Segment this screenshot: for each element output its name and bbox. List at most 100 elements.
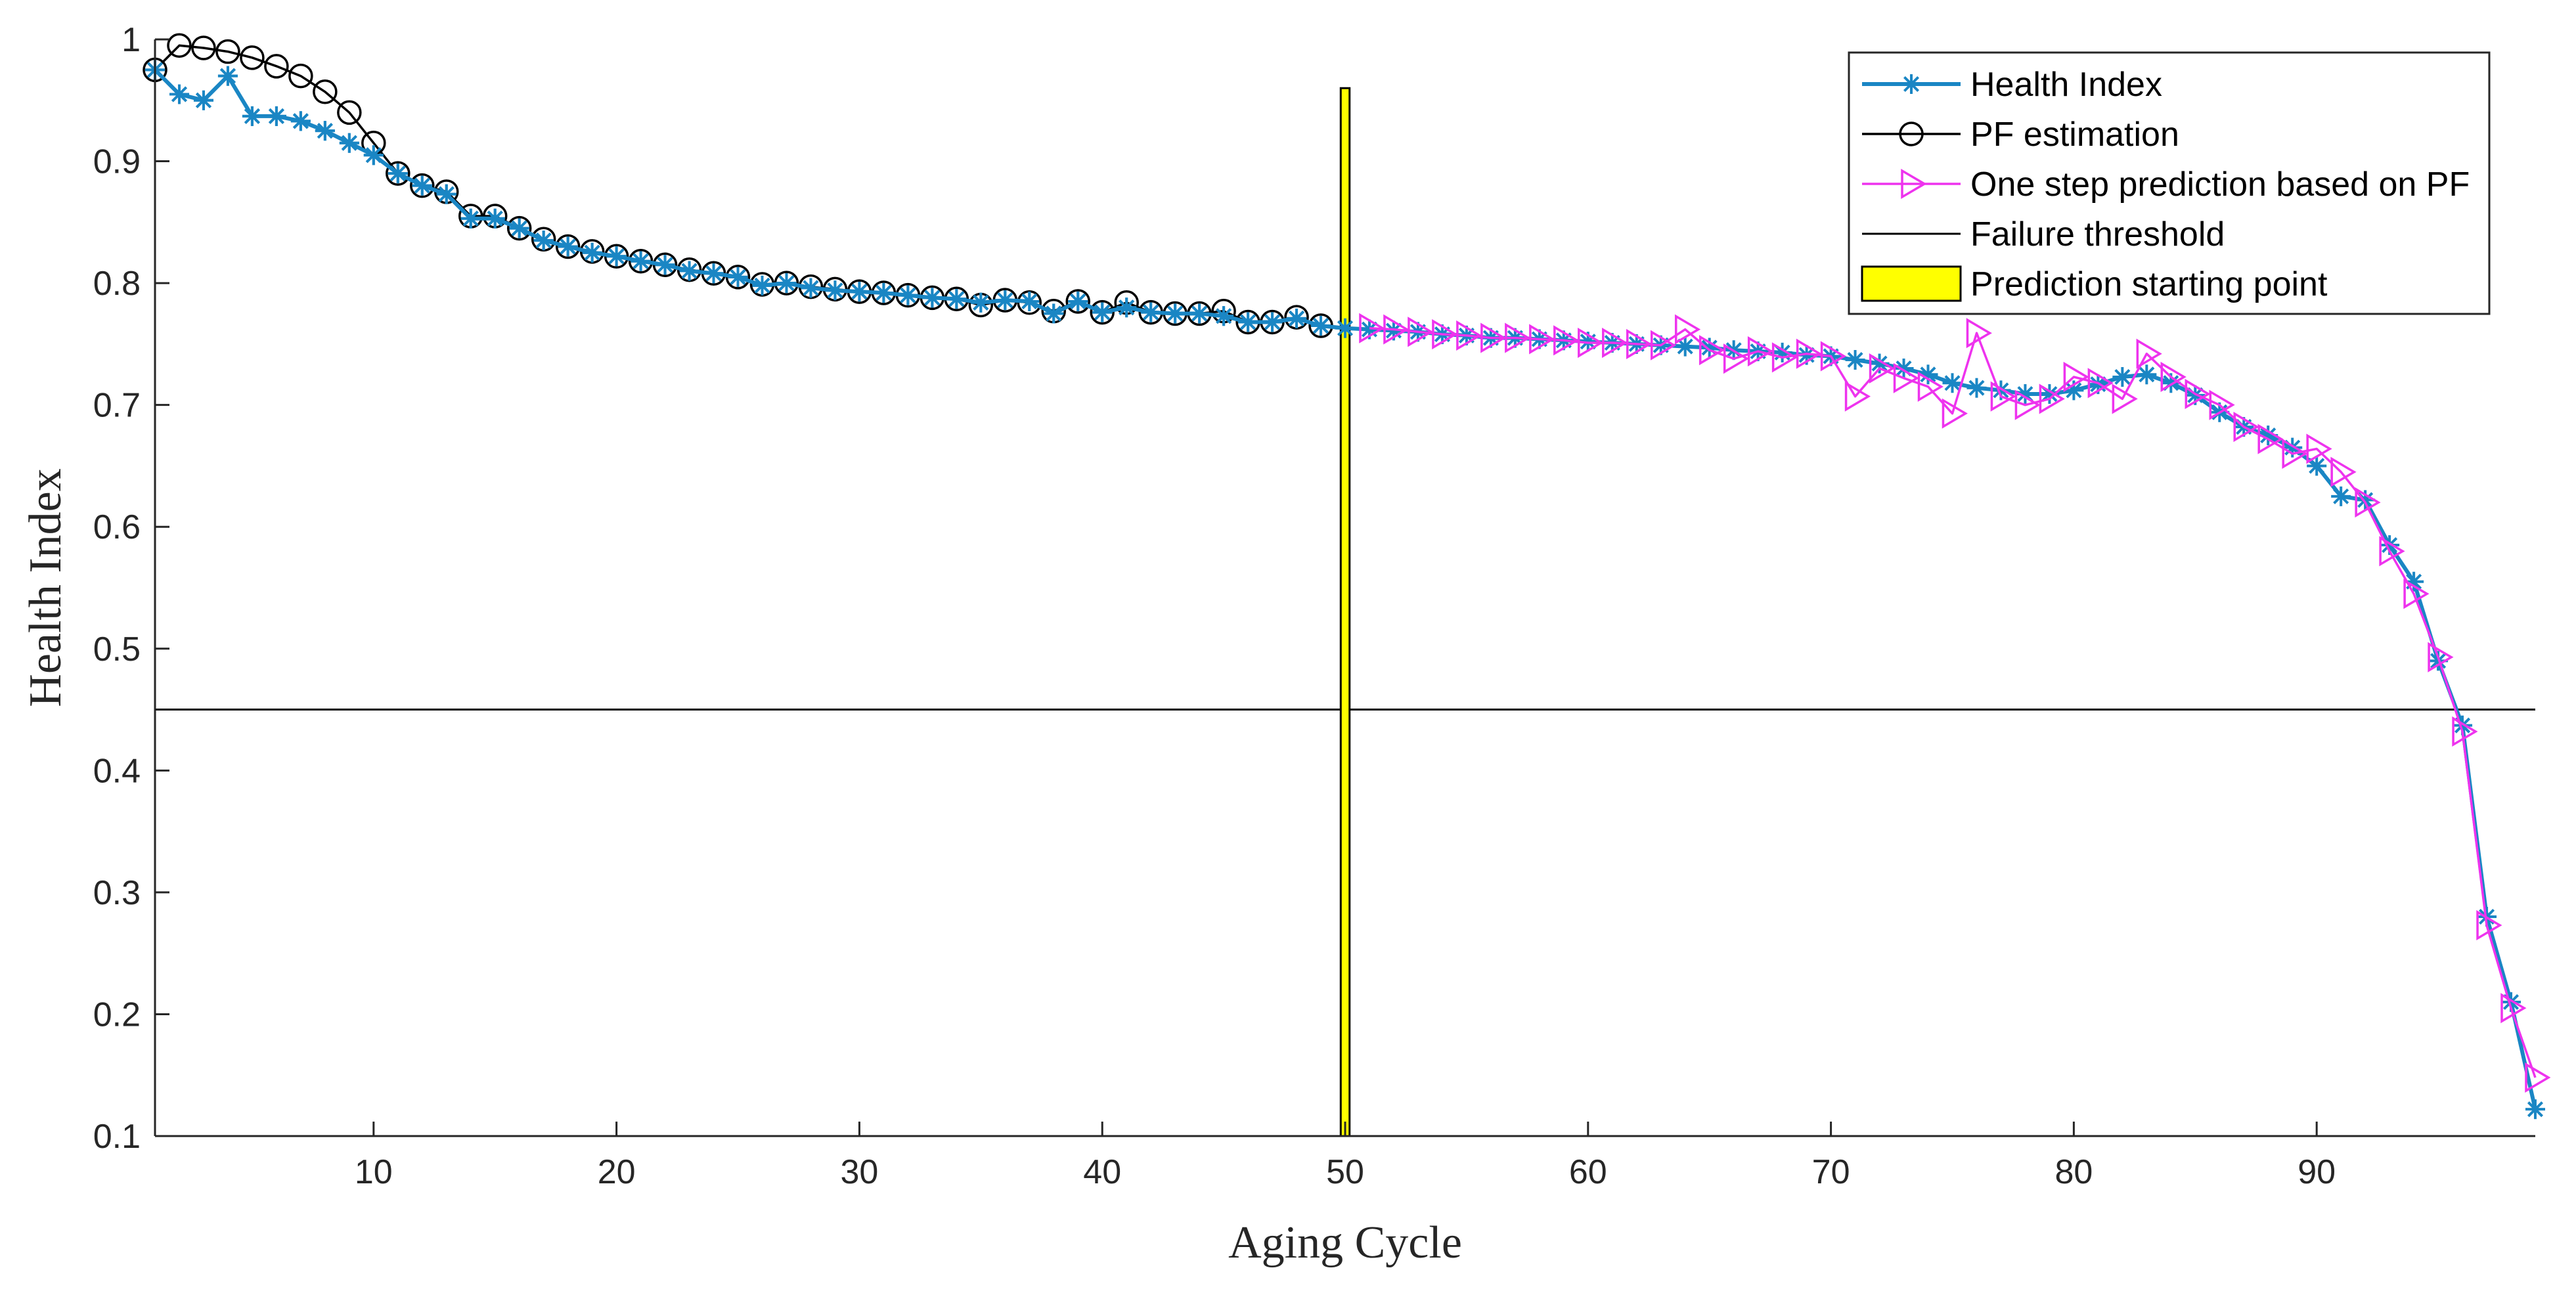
tick-layer: 10 20 30 40 50 60 70 80 90 0.1 0.2 0.3 0.4 0.5 0.6 0.7 0… <box>93 21 2336 1191</box>
x-tick-label: 40 <box>1083 1153 1121 1191</box>
one-step-prediction-point <box>2428 642 2454 672</box>
y-tick-label: 0.3 <box>93 874 141 912</box>
series-layer <box>143 33 2551 1120</box>
pf-estimation-point <box>264 54 289 79</box>
one-step-prediction-point <box>2452 716 2478 747</box>
health-index-point <box>1675 336 1695 357</box>
health-index-point <box>2331 486 2351 506</box>
one-step-prediction-point <box>2500 993 2527 1024</box>
x-tick-label: 30 <box>840 1153 878 1191</box>
health-index-point <box>946 289 967 309</box>
pf-estimation-series <box>143 33 1333 338</box>
health-index-point <box>339 133 359 153</box>
one-step-prediction-point <box>2476 909 2502 941</box>
one-step-prediction-point <box>1869 353 1896 384</box>
health-index-point <box>776 273 797 294</box>
health-index-point <box>1117 297 1137 318</box>
one-step-prediction-point <box>2014 389 2041 420</box>
pf-estimation-point <box>215 39 240 64</box>
one-step-prediction-point <box>1820 341 1847 372</box>
x-tick-label: 70 <box>1812 1153 1850 1191</box>
health-index-point <box>1238 312 1258 332</box>
health-index-point <box>679 261 700 281</box>
y-tick-label: 0.5 <box>93 630 141 668</box>
health-index-point <box>1942 373 1963 393</box>
health-index-point <box>1214 306 1234 326</box>
health-index-point <box>388 164 408 184</box>
one-step-prediction-point <box>2136 338 2162 369</box>
pf-estimation-point <box>313 79 338 104</box>
x-tick-label: 10 <box>355 1153 393 1191</box>
y-tick-label: 0.8 <box>93 265 141 303</box>
y-tick-label: 0.2 <box>93 996 141 1034</box>
one-step-prediction-point <box>1432 318 1458 350</box>
health-index-point <box>655 255 675 275</box>
health-index-point <box>2137 364 2157 385</box>
y-tick-label: 1 <box>122 21 141 59</box>
pf-estimation-point <box>410 173 435 198</box>
one-step-prediction-point <box>2282 438 2308 469</box>
one-step-prediction-point <box>1844 381 1871 412</box>
one-step-prediction-point <box>2379 536 2405 567</box>
x-tick-label: 20 <box>598 1153 636 1191</box>
pf-estimation-point <box>506 215 532 241</box>
health-index-point <box>558 236 578 257</box>
health-index-point <box>436 184 456 204</box>
one-step-prediction-point <box>1674 314 1701 345</box>
health-index-point <box>728 267 748 287</box>
one-step-prediction-point <box>1893 362 1919 393</box>
legend-label: PF estimation <box>1970 116 2179 154</box>
legend: Health Index PF estimation One step predic… <box>1848 51 2491 315</box>
legend-marker <box>1901 168 1927 200</box>
health-index-point <box>825 280 845 301</box>
prediction-start-bar <box>1339 87 1351 1137</box>
health-index-point <box>606 246 627 267</box>
legend-items: Health Index PF estimation One step predic… <box>1861 66 2470 303</box>
health-index-point <box>752 275 772 296</box>
pf-estimation-point <box>288 63 313 89</box>
pf-estimation-point <box>191 35 216 60</box>
health-index-point <box>533 230 554 251</box>
health-index-point <box>1044 303 1064 324</box>
one-step-prediction-point <box>2403 579 2430 609</box>
one-step-prediction-point <box>1529 324 1555 355</box>
health-index-point <box>460 208 481 229</box>
one-step-prediction-line <box>1369 327 2537 1078</box>
health-index-point <box>1019 291 1040 311</box>
legend-label: Failure threshold <box>1970 215 2225 253</box>
health-index-point <box>995 290 1015 311</box>
health-index-point <box>801 278 821 298</box>
health-index-point <box>874 282 894 303</box>
one-step-prediction-point <box>1966 318 1992 349</box>
health-index-point <box>582 242 602 263</box>
health-index-point <box>1165 303 1186 324</box>
x-tick-label: 60 <box>1569 1153 1607 1191</box>
health-index-point <box>2525 1099 2545 1120</box>
health-index-point <box>1311 316 1331 336</box>
one-step-prediction-point <box>1456 320 1482 351</box>
one-step-prediction-point <box>1990 381 2016 412</box>
one-step-prediction-point <box>2112 384 2138 414</box>
one-step-prediction-point <box>1408 317 1434 347</box>
x-tick-label: 90 <box>2298 1153 2336 1191</box>
y-axis-title: Health Index <box>20 468 71 707</box>
one-step-prediction-point <box>2306 433 2332 464</box>
one-step-prediction-point <box>2185 378 2211 410</box>
health-index-point <box>849 282 870 302</box>
health-index-point <box>290 111 311 131</box>
health-index-point <box>485 208 505 229</box>
x-tick-label: 80 <box>2054 1153 2093 1191</box>
health-index-point <box>2112 366 2133 387</box>
bar-layer <box>1339 87 1351 1137</box>
one-step-prediction-point <box>1942 398 1968 429</box>
legend-label: Health Index <box>1970 66 2162 104</box>
one-step-prediction-point <box>2087 368 2114 399</box>
pf-estimation-point <box>386 161 411 186</box>
health-index-point <box>1092 302 1113 322</box>
legend-marker <box>1899 121 1924 146</box>
health-index-point <box>242 106 262 126</box>
one-step-prediction-point <box>2209 389 2235 420</box>
pf-estimation-point <box>167 33 192 58</box>
health-index-point <box>1966 378 1987 398</box>
